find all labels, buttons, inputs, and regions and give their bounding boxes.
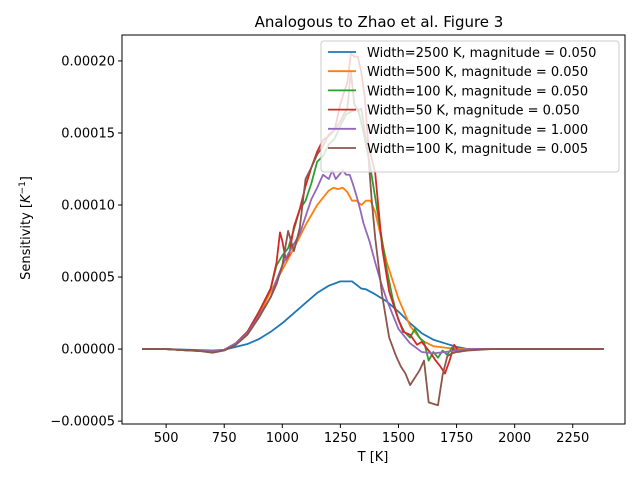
legend-label-6: Width=100 K, magnitude = 0.005	[367, 142, 588, 157]
chart-title: Analogous to Zhao et al. Figure 3	[255, 13, 504, 31]
x-tick-label: 1250	[324, 431, 357, 446]
y-axis-label-suffix: ]	[19, 176, 34, 181]
legend-label-3: Width=100 K, magnitude = 0.050	[367, 84, 588, 99]
x-axis: 500 750 1000 1250 1500 1750 2000 2250	[154, 424, 589, 446]
legend-label-4: Width=50 K, magnitude = 0.050	[367, 104, 580, 119]
y-tick-label: 0.00015	[61, 126, 115, 141]
x-tick-label: 1000	[266, 431, 299, 446]
y-tick-label: 0.00005	[61, 271, 115, 286]
legend: Width=2500 K, magnitude = 0.050 Width=500…	[320, 40, 620, 173]
axes-frame	[121, 34, 626, 425]
y-tick-label: 0.00010	[61, 199, 115, 214]
y-tick-label: −0.00005	[50, 415, 115, 430]
x-tick-label: 750	[212, 431, 237, 446]
x-tick-label: 2250	[556, 431, 589, 446]
y-axis-label-exponent: −1	[18, 181, 28, 194]
y-tick-label: 0.00000	[61, 343, 115, 358]
legend-label-1: Width=2500 K, magnitude = 0.050	[367, 46, 596, 61]
y-axis-label: Sensitivity [K−1]	[18, 176, 34, 280]
x-tick-label: 500	[154, 431, 179, 446]
legend-label-5: Width=100 K, magnitude = 1.000	[367, 123, 588, 138]
x-tick-label: 2000	[498, 431, 531, 446]
x-tick-label: 1750	[440, 431, 473, 446]
x-tick-label: 1500	[382, 431, 415, 446]
y-axis-label-prefix: Sensitivity [	[19, 203, 34, 280]
x-axis-label: T [K]	[357, 450, 389, 465]
y-axis: −0.00005 0.00000 0.00005 0.00010 0.00015 0.00…	[50, 54, 122, 430]
y-tick-label: 0.00020	[61, 54, 115, 69]
legend-label-2: Width=500 K, magnitude = 0.050	[367, 65, 588, 80]
y-axis-label-unit: K	[19, 193, 34, 203]
legend-frame	[320, 40, 620, 173]
